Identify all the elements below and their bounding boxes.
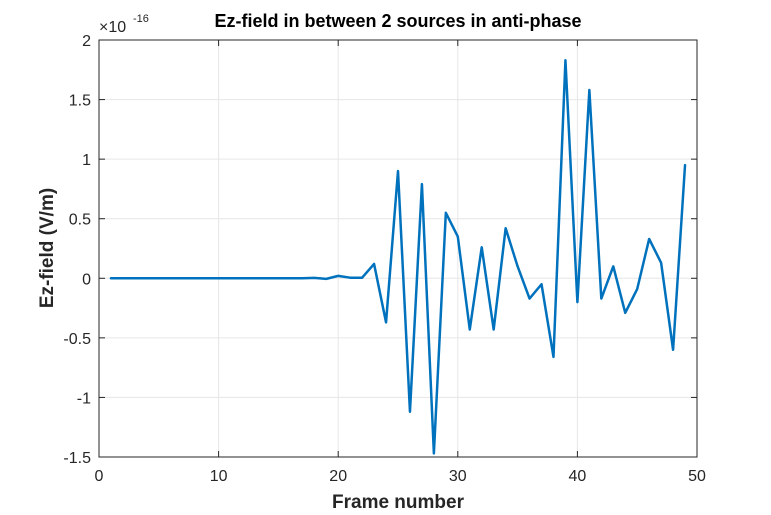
x-tick-label: 0 [95,468,104,485]
x-tick-label: 20 [329,468,347,485]
y-tick-label: 0 [82,271,91,288]
y-exponent-power: -16 [133,13,149,25]
plot-background [99,40,697,457]
x-tick-label: 40 [569,468,587,485]
y-tick-label: -1 [77,390,91,407]
y-tick-label: 0.5 [69,212,91,229]
y-exponent-base: ×10 [99,19,126,36]
plot-frame [98,39,698,458]
tick-labels: 0 10 20 30 40 50 -1.5 -1 -0.5 0 0.5 1 1.5 2 [63,33,706,485]
y-tick-label: 1 [82,152,91,169]
y-axis-title: Ez-field (V/m) [37,188,58,308]
x-tick-label: 50 [688,468,706,485]
x-axis-title: Frame number [332,492,465,513]
series-line [109,59,687,455]
y-tick-label: -0.5 [63,331,91,348]
series-layer [109,59,687,455]
x-tick-label: 30 [449,468,467,485]
y-tick-label: 2 [82,33,91,50]
y-tick-label: 1.5 [69,93,91,110]
x-tick-label: 10 [210,468,228,485]
y-tick-label: -1.5 [63,450,91,467]
chart-title: Ez-field in between 2 sources in anti-ph… [214,11,581,31]
